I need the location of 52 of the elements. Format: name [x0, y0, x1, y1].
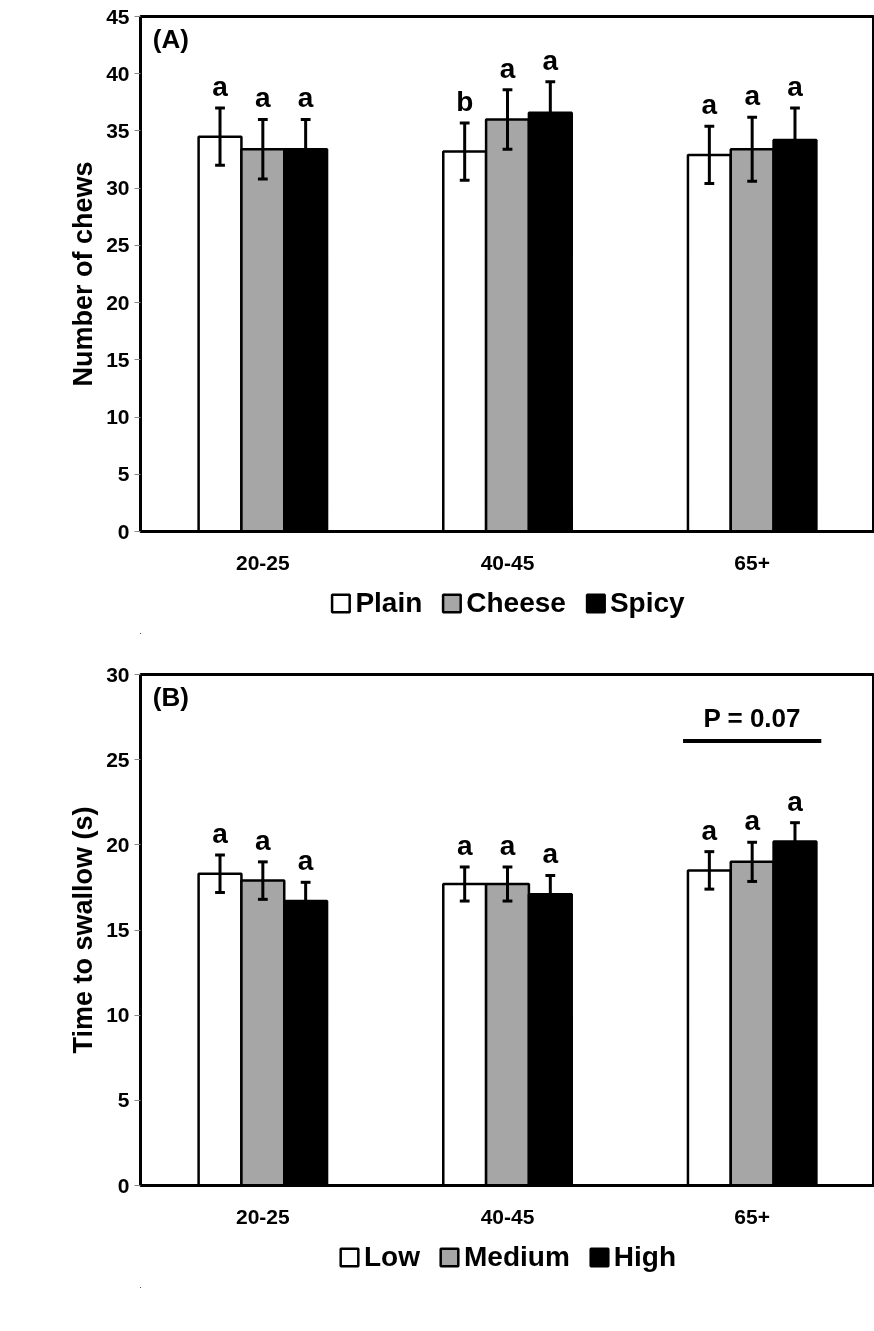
y-tick-label: 15	[106, 918, 130, 941]
data-label: a	[297, 845, 314, 877]
data-label: b	[456, 85, 474, 117]
y-tick-label: 20	[106, 832, 130, 856]
y-tick-label: 0	[117, 1173, 130, 1197]
legend-label: Cheese	[466, 587, 566, 619]
data-label: a	[701, 89, 718, 121]
data-label: a	[744, 805, 761, 837]
data-label: a	[456, 829, 473, 861]
x-tick-label: 65+	[734, 1204, 770, 1228]
data-label: a	[787, 785, 804, 817]
data-label: a	[297, 82, 314, 114]
x-tick-label: 20-25	[235, 550, 291, 574]
data-label: a	[212, 70, 229, 102]
x-tick-label: 20-25	[235, 1204, 291, 1228]
data-label: a	[212, 817, 229, 849]
legend-label: Low	[364, 1241, 420, 1273]
y-tick-label: 15	[106, 347, 130, 371]
chart-title: (A)	[152, 24, 189, 55]
data-label: a	[787, 70, 804, 102]
y-tick-label: 30	[106, 662, 130, 686]
data-label: a	[744, 80, 761, 112]
y-tick-label: 0	[117, 519, 130, 543]
chart-title: (B)	[152, 682, 189, 713]
data-label: a	[255, 82, 272, 114]
y-tick-label: 25	[106, 233, 130, 257]
data-label: a	[542, 44, 559, 76]
data-label: a	[701, 814, 718, 846]
y-tick-label: 5	[117, 462, 130, 486]
legend-label: High	[613, 1241, 676, 1273]
annotation: P = 0.07	[703, 702, 801, 733]
legend-label: Spicy	[609, 587, 685, 619]
y-tick-label: 35	[106, 118, 130, 142]
y-tick-label: 30	[106, 176, 130, 200]
y-axis-title: Time to swallow (s)	[68, 806, 99, 1054]
data-label: a	[542, 838, 559, 870]
data-label: a	[499, 52, 516, 84]
legend-label: Plain	[355, 587, 423, 619]
y-tick-label: 40	[106, 61, 130, 85]
y-tick-label: 45	[106, 4, 130, 28]
x-tick-label: 40-45	[480, 1204, 535, 1228]
data-label: a	[499, 829, 516, 861]
x-tick-label: 40-45	[480, 550, 535, 574]
y-tick-label: 5	[117, 1088, 130, 1112]
y-axis-title: Number of chews	[68, 161, 99, 387]
y-tick-label: 10	[106, 405, 130, 429]
x-tick-label: 65+	[734, 550, 770, 574]
y-tick-label: 20	[106, 290, 130, 314]
legend-label: Medium	[464, 1241, 570, 1273]
data-label: a	[255, 824, 272, 856]
y-tick-label: 10	[106, 1003, 130, 1027]
y-tick-label: 25	[106, 747, 130, 771]
